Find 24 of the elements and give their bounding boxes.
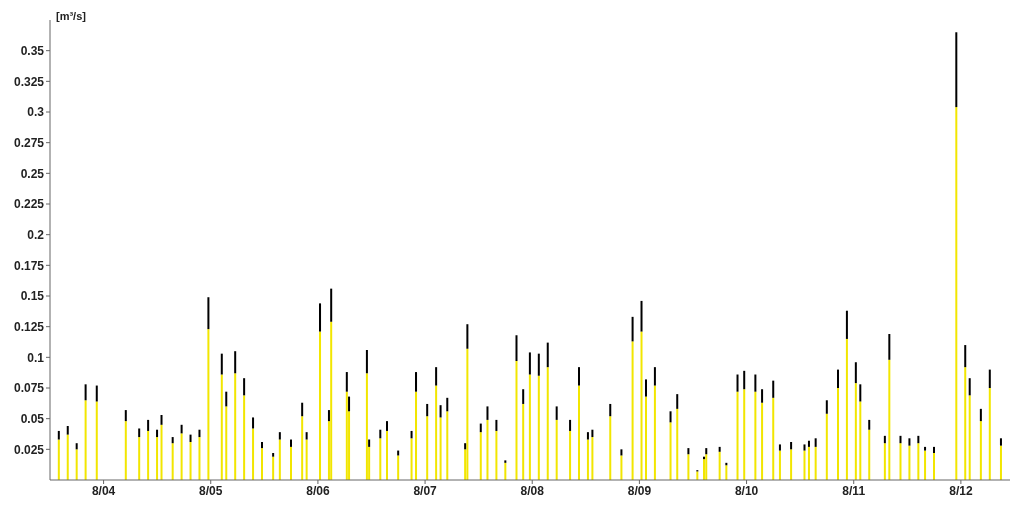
y-tick-label: 0.075	[13, 381, 45, 396]
y-tick-label: 0.2	[27, 227, 45, 242]
x-tick-label: 8/07	[413, 483, 438, 498]
y-tick-label: 0.05	[20, 411, 45, 426]
y-tick-label: 0.225	[13, 197, 45, 212]
x-tick-label: 8/11	[842, 483, 866, 498]
x-tick-label: 8/06	[306, 483, 330, 498]
y-tick-label: 0.35	[20, 43, 45, 58]
y-tick-label: 0.325	[13, 74, 45, 89]
y-tick-label: 0.15	[20, 289, 45, 304]
x-tick-label: 8/08	[520, 483, 545, 498]
y-tick-label: 0.25	[20, 166, 45, 181]
x-tick-label: 8/09	[627, 483, 652, 498]
y-tick-label: 0.3	[27, 105, 45, 120]
y-tick-label: 0.275	[13, 135, 45, 150]
x-tick-label: 8/10	[734, 483, 759, 498]
x-tick-label: 8/04	[91, 483, 116, 498]
y-axis-title: [m³/s]	[56, 10, 86, 22]
y-tick-label: 0.125	[13, 319, 45, 334]
y-tick-label: 0.1	[27, 350, 45, 365]
y-tick-label: 0.025	[13, 442, 45, 457]
x-tick-label: 8/05	[199, 483, 223, 498]
y-tick-label: 0.175	[13, 258, 45, 273]
x-tick-label: 8/12	[949, 483, 973, 498]
